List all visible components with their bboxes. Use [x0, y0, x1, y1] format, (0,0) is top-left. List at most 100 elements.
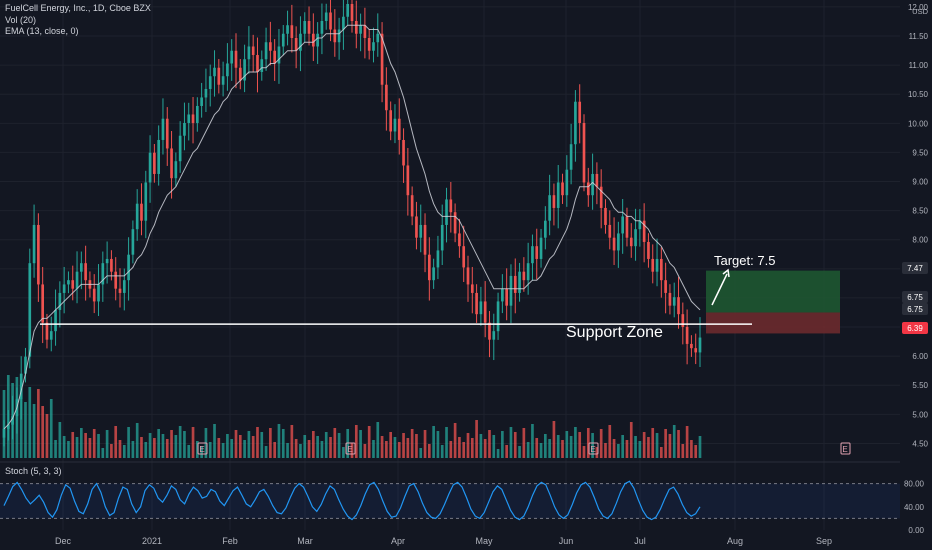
candle-body — [629, 237, 633, 247]
volume-bar — [397, 442, 401, 458]
volume-indicator-label: Vol (20) — [5, 14, 37, 25]
candle-body — [329, 12, 332, 30]
candle-body — [591, 173, 594, 196]
price-tick-label: 8.50 — [912, 207, 928, 216]
candle-body — [122, 280, 126, 293]
candle-body — [578, 101, 582, 123]
volume-bar — [196, 441, 199, 458]
volume-bar — [445, 427, 448, 458]
volume-bar — [513, 432, 517, 458]
earnings-marker-label: E — [842, 445, 847, 454]
volume-bar — [436, 431, 440, 458]
target-arrow — [711, 273, 728, 306]
volume-bar — [617, 444, 620, 458]
candle-body — [617, 233, 620, 251]
volume-bar — [548, 439, 551, 458]
volume-bar — [453, 423, 457, 458]
volume-bar — [629, 422, 633, 458]
volume-bar — [608, 425, 612, 458]
candle-body — [354, 20, 358, 34]
candle-body — [634, 229, 637, 247]
volume-bar — [54, 440, 57, 458]
time-axis-label: Aug — [727, 536, 743, 546]
candle-body — [208, 76, 212, 89]
volume-bar — [586, 428, 590, 458]
volume-bar — [251, 436, 255, 458]
candle-body — [505, 288, 508, 306]
candle-body — [269, 42, 272, 51]
candle-body — [6, 424, 10, 429]
volume-bar — [294, 439, 298, 458]
candle-body — [286, 25, 289, 34]
volume-bar — [226, 434, 229, 458]
candle-body — [518, 271, 521, 293]
candle-body — [178, 135, 182, 162]
price-tick-label: 4.50 — [912, 439, 928, 448]
volume-bar — [651, 428, 655, 458]
volume-bar — [565, 431, 569, 458]
volume-bar — [582, 446, 586, 458]
volume-bar — [655, 433, 659, 458]
volume-bar — [269, 428, 272, 458]
candle-body — [213, 67, 216, 77]
candle-body — [513, 275, 517, 293]
volume-bar — [299, 444, 302, 458]
volume-bar — [440, 445, 444, 458]
volume-bar — [621, 435, 624, 458]
candle-body — [694, 348, 698, 353]
candle-body — [397, 118, 401, 140]
candle-body — [548, 195, 551, 221]
candle-body — [582, 122, 586, 183]
volume-bar — [19, 385, 23, 458]
candle-body — [350, 4, 354, 21]
candle-body — [337, 29, 341, 43]
candle-body — [526, 263, 530, 281]
symbol-title: FuelCell Energy, Inc., 1D, Cboe BZX — [5, 3, 151, 13]
volume-bar — [604, 443, 607, 458]
volume-bar — [281, 429, 285, 458]
stoch-indicator-label: Stoch (5, 3, 3) — [5, 466, 62, 476]
candle-body — [24, 356, 27, 374]
volume-bar — [264, 446, 268, 458]
time-axis-label: Sep — [816, 536, 832, 546]
volume-bar — [71, 432, 75, 458]
earnings-marker — [588, 442, 599, 455]
price-tick-label: 8.00 — [912, 236, 928, 245]
volume-bar — [41, 406, 44, 458]
candle-body — [466, 267, 470, 285]
stoch-band — [0, 483, 900, 519]
volume-bar — [372, 440, 375, 458]
candle-body — [153, 152, 156, 174]
candle-body — [470, 284, 474, 293]
candle-body — [127, 254, 130, 281]
volume-bar — [449, 441, 453, 458]
volume-bar — [221, 443, 225, 458]
volume-bar — [183, 431, 186, 458]
candle-body — [196, 105, 199, 123]
volume-bar — [157, 429, 160, 458]
candle-body — [419, 224, 423, 238]
volume-bar — [634, 436, 637, 458]
candle-body — [428, 254, 431, 281]
candle-body — [376, 33, 380, 43]
candle-body — [569, 144, 573, 170]
volume-bar — [312, 431, 315, 458]
volume-bar — [432, 426, 435, 458]
candle-body — [131, 229, 135, 255]
candle-body — [320, 20, 324, 34]
volume-bar — [230, 439, 234, 458]
volume-bar — [423, 430, 427, 458]
candle-body — [604, 207, 607, 225]
volume-bar — [535, 438, 539, 458]
volume-bar — [544, 434, 547, 458]
candle-body — [655, 258, 659, 272]
volume-bar — [135, 423, 139, 458]
candle-body — [346, 4, 350, 17]
price-tick-label: 9.50 — [912, 148, 928, 157]
candle-body — [367, 37, 371, 51]
price-tick-label: 9.00 — [912, 178, 928, 187]
volume-bar — [84, 433, 87, 458]
volume-bar — [428, 444, 431, 458]
volume-bar — [200, 446, 203, 458]
